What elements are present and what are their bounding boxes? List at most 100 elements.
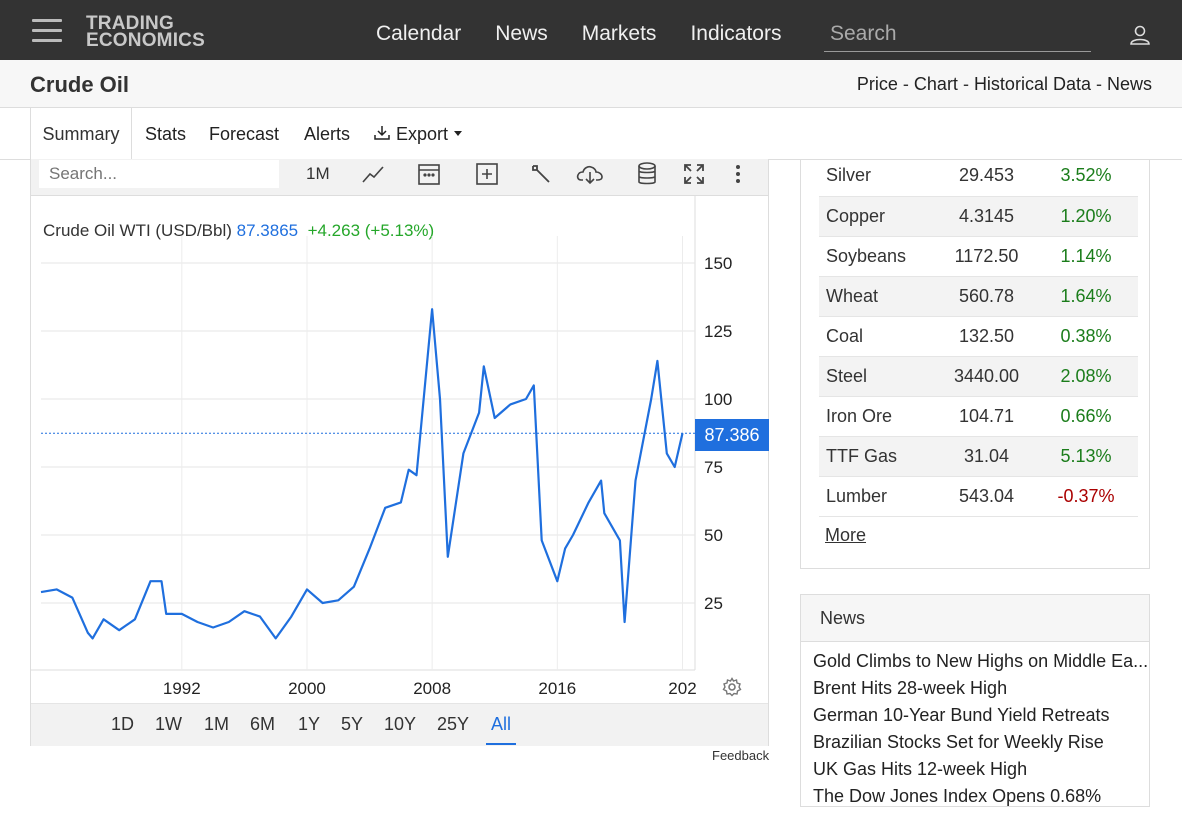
commodity-price: 543.04 <box>939 476 1034 517</box>
settings-gear-icon[interactable] <box>722 677 742 697</box>
price-series-line <box>40 308 684 640</box>
news-item[interactable]: UK Gas Hits 12-week High <box>813 759 1028 779</box>
fullscreen-icon[interactable] <box>683 161 705 187</box>
commodity-change: 3.52% <box>1034 156 1138 197</box>
news-item[interactable]: German 10-Year Bund Yield Retreats <box>813 705 1110 725</box>
commodity-row[interactable]: Silver 29.453 3.52% <box>819 156 1138 197</box>
news-item[interactable]: Gold Climbs to New Highs on Middle Ea... <box>813 651 1149 671</box>
chart-search-input[interactable] <box>39 160 279 188</box>
commodity-row[interactable]: Steel 3440.00 2.08% <box>819 356 1138 397</box>
logo-line-2: ECONOMICS <box>86 30 205 51</box>
commodity-change: 1.14% <box>1034 236 1138 277</box>
commodity-price: 4.3145 <box>939 196 1034 237</box>
commodity-row[interactable]: Soybeans 1172.50 1.14% <box>819 236 1138 277</box>
news-item[interactable]: Brent Hits 28-week High <box>813 678 1008 698</box>
commodity-row[interactable]: Lumber 543.04 -0.37% <box>819 476 1138 517</box>
main-nav: Calendar News Markets Indicators <box>376 22 815 46</box>
y-tick-label: 100 <box>704 390 732 409</box>
export-label: Export <box>396 124 449 144</box>
commodity-name[interactable]: Silver <box>819 156 939 197</box>
chart-panel: 1M Crude Oil WTI (USD/Bbl) 87.3865 +4.26… <box>30 159 769 746</box>
tab-alerts[interactable]: Alerts <box>304 124 351 144</box>
commodity-price: 29.453 <box>939 156 1034 197</box>
site-logo[interactable]: TRADING ECONOMICS <box>86 14 205 51</box>
tab-stats[interactable]: Stats <box>145 124 187 144</box>
link-historical-data[interactable]: Historical Data <box>973 74 1091 94</box>
range-25y[interactable]: 25Y <box>437 714 470 734</box>
commodity-price: 1172.50 <box>939 236 1034 277</box>
link-news[interactable]: News <box>1106 74 1152 94</box>
commodities-box: Silver 29.453 3.52% Copper 4.3145 1.20% Soybea… <box>800 156 1150 569</box>
range-5y[interactable]: 5Y <box>341 714 364 734</box>
commodity-name[interactable]: Soybeans <box>819 236 939 277</box>
commodity-change: 2.08% <box>1034 356 1138 397</box>
commodity-change: 0.38% <box>1034 316 1138 357</box>
x-tick-label: 1992 <box>163 679 201 698</box>
news-box: News Gold Climbs to New Highs on Middle … <box>800 594 1150 807</box>
commodity-change: 1.20% <box>1034 196 1138 237</box>
commodity-name[interactable]: TTF Gas <box>819 436 939 477</box>
news-item[interactable]: Brazilian Stocks Set for Weekly Rise <box>813 732 1104 752</box>
more-options-icon[interactable] <box>733 161 743 187</box>
commodity-name[interactable]: Iron Ore <box>819 396 939 437</box>
tab-forecast[interactable]: Forecast <box>209 124 280 144</box>
cloud-download-icon[interactable] <box>576 161 604 187</box>
title-links: Price - Chart - Historical Data - News <box>857 74 1152 95</box>
range-all[interactable]: All <box>486 714 517 745</box>
site-search <box>824 20 1091 52</box>
tab-export[interactable]: Export <box>373 108 463 160</box>
commodity-row[interactable]: Iron Ore 104.71 0.66% <box>819 396 1138 437</box>
interval-selector[interactable]: 1M <box>306 164 330 183</box>
range-1y[interactable]: 1Y <box>298 714 321 734</box>
user-icon[interactable] <box>1128 23 1152 47</box>
commodity-name[interactable]: Wheat <box>819 276 939 317</box>
commodity-price: 104.71 <box>939 396 1034 437</box>
commodity-row[interactable]: Copper 4.3145 1.20% <box>819 196 1138 237</box>
range-6m[interactable]: 6M <box>250 714 276 734</box>
y-tick-label: 75 <box>704 458 723 477</box>
calendar-icon[interactable] <box>417 161 441 187</box>
series-value: 87.3865 <box>236 221 299 240</box>
link-chart[interactable]: Chart <box>913 74 958 94</box>
link-price[interactable]: Price <box>856 74 898 94</box>
menu-icon[interactable] <box>32 19 62 43</box>
chart-toolbar: 1M <box>31 159 768 196</box>
commodity-name[interactable]: Lumber <box>819 476 939 517</box>
compare-add-icon[interactable] <box>475 161 499 187</box>
nav-indicators[interactable]: Indicators <box>690 22 782 45</box>
x-tick-label: 2016 <box>538 679 576 698</box>
range-1m[interactable]: 1M <box>204 714 230 734</box>
commodity-change: 5.13% <box>1034 436 1138 477</box>
news-item[interactable]: The Dow Jones Index Opens 0.68% <box>813 786 1102 806</box>
current-price-tag: 87.386 <box>695 419 769 451</box>
top-navbar: TRADING ECONOMICS Calendar News Markets … <box>0 0 1182 60</box>
commodity-row[interactable]: Coal 132.50 0.38% <box>819 316 1138 357</box>
separator: - <box>957 74 974 94</box>
nav-markets[interactable]: Markets <box>581 22 657 45</box>
commodity-change: 1.64% <box>1034 276 1138 317</box>
range-1w[interactable]: 1W <box>155 714 182 734</box>
database-icon[interactable] <box>636 161 658 187</box>
tab-summary[interactable]: Summary <box>30 108 132 160</box>
more-link[interactable]: More <box>825 525 867 545</box>
range-10y[interactable]: 10Y <box>384 714 417 734</box>
commodity-change: 0.66% <box>1034 396 1138 437</box>
commodity-row[interactable]: TTF Gas 31.04 5.13% <box>819 436 1138 477</box>
separator: - <box>1090 74 1107 94</box>
title-bar: Crude Oil Price - Chart - Historical Dat… <box>0 60 1182 108</box>
series-change: +4.263 (+5.13%) <box>307 221 435 240</box>
wrench-icon[interactable] <box>529 161 553 187</box>
search-input[interactable] <box>824 20 1091 48</box>
commodity-name[interactable]: Steel <box>819 356 939 397</box>
nav-news[interactable]: News <box>495 22 548 45</box>
line-chart-icon[interactable] <box>361 161 385 187</box>
commodity-price: 132.50 <box>939 316 1034 357</box>
nav-calendar[interactable]: Calendar <box>376 22 462 45</box>
feedback-link[interactable]: Feedback <box>712 748 770 763</box>
range-1d[interactable]: 1D <box>111 714 135 734</box>
x-tick-label: 2008 <box>413 679 451 698</box>
price-chart[interactable]: 25 50 75 100 125 150 1992 2000 2008 2016 202 <box>31 196 768 703</box>
commodity-name[interactable]: Copper <box>819 196 939 237</box>
commodity-row[interactable]: Wheat 560.78 1.64% <box>819 276 1138 317</box>
commodity-name[interactable]: Coal <box>819 316 939 357</box>
